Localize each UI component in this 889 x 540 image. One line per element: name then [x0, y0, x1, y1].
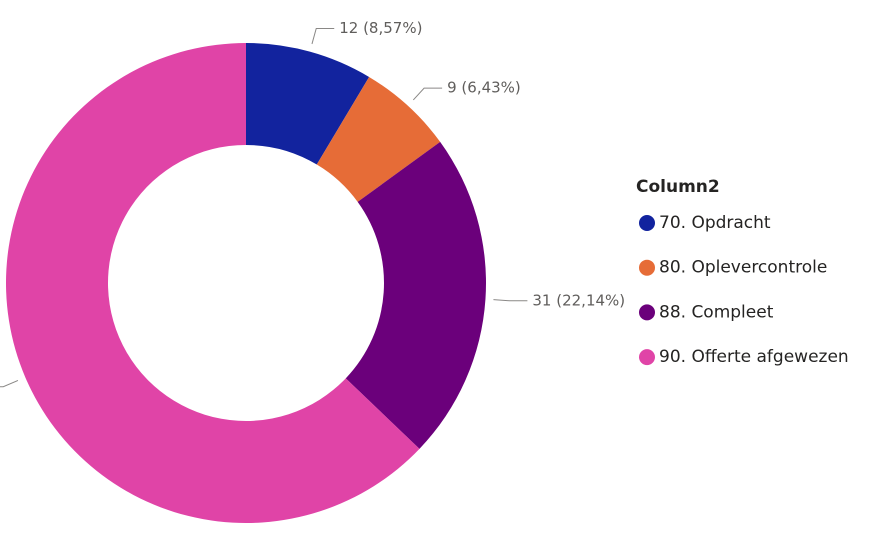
- slice: [345, 141, 487, 449]
- leader-line: [493, 299, 528, 302]
- legend-marker: [639, 215, 655, 231]
- slice: [316, 76, 441, 202]
- leader-line: [412, 87, 443, 101]
- slice: [246, 43, 370, 165]
- data-label: 9 (6,43%): [447, 79, 521, 97]
- data-label: 12 (8,57%): [339, 19, 422, 37]
- legend-title: Column2: [636, 177, 720, 197]
- legend-label: 90. Offerte afgewezen: [659, 347, 849, 367]
- legend-label: 80. Oplevercontrole: [659, 258, 827, 278]
- legend-marker: [639, 304, 655, 321]
- leader-line: [311, 28, 335, 45]
- legend-marker: [639, 349, 655, 366]
- data-label: 31 (22,14%): [532, 291, 625, 309]
- legend-label: 88. Compleet: [659, 302, 774, 322]
- slice: [6, 43, 420, 523]
- legend-label: 70. Opdracht: [659, 213, 771, 233]
- legend-marker: [639, 259, 655, 276]
- leader-line: [0, 380, 19, 388]
